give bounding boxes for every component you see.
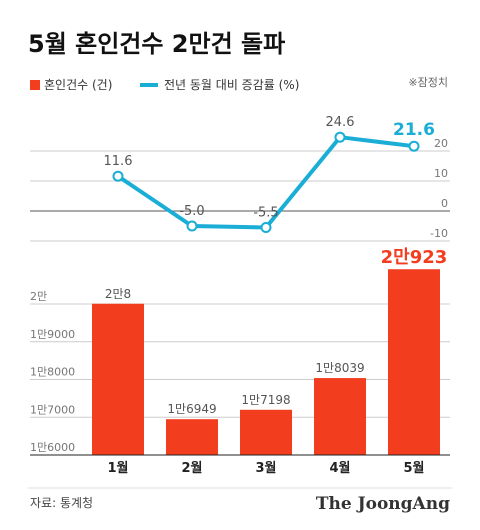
- bar: [314, 378, 366, 455]
- y2-tick-label: -10: [430, 227, 448, 240]
- x-tick-label: 3월: [255, 460, 276, 476]
- bar: [240, 409, 292, 455]
- y-tick-label: 2만: [30, 290, 47, 303]
- y-tick-label: 1만6000: [30, 441, 75, 454]
- value-label: 2만8: [105, 287, 131, 301]
- bar: [92, 303, 144, 455]
- bar: [166, 419, 218, 455]
- y-tick-label: 1만8000: [30, 366, 75, 379]
- value-label: 1만7198: [241, 393, 290, 407]
- value-label: 24.6: [326, 115, 355, 130]
- y2-tick-label: 10: [434, 167, 448, 180]
- line-marker: [408, 140, 420, 152]
- legend-label: 혼인건수 (건): [44, 78, 112, 92]
- annotation: ※잠정치: [408, 76, 448, 89]
- x-tick-label: 4월: [329, 460, 350, 476]
- line-marker: [186, 220, 198, 232]
- value-label: 1만6949: [167, 402, 216, 416]
- y2-tick-label: 20: [434, 137, 448, 150]
- value-label: 11.6: [104, 154, 133, 169]
- source: 자료: 통계청: [30, 496, 93, 510]
- bar: [388, 269, 440, 455]
- line-marker: [112, 170, 124, 182]
- value-label: 2만923: [381, 247, 448, 268]
- y-tick-label: 1만9000: [30, 328, 75, 341]
- line-marker: [334, 131, 346, 143]
- value-label: -5.5: [253, 206, 278, 221]
- legend-swatch: [30, 80, 40, 90]
- value-label: 1만8039: [315, 361, 364, 375]
- value-label: 21.6: [393, 120, 435, 140]
- credit: The JoongAng: [316, 494, 450, 514]
- legend-label: 전년 동월 대비 증감률 (%): [164, 78, 299, 92]
- x-tick-label: 2월: [181, 460, 202, 476]
- line-marker: [260, 222, 272, 233]
- x-tick-label: 5월: [403, 460, 424, 476]
- y-tick-label: 1만7000: [30, 403, 75, 416]
- y2-tick-label: 0: [441, 197, 448, 210]
- x-tick-label: 1월: [107, 460, 128, 476]
- value-label: -5.0: [179, 204, 204, 219]
- chart-title: 5월 혼인건수 2만건 돌파: [28, 30, 285, 58]
